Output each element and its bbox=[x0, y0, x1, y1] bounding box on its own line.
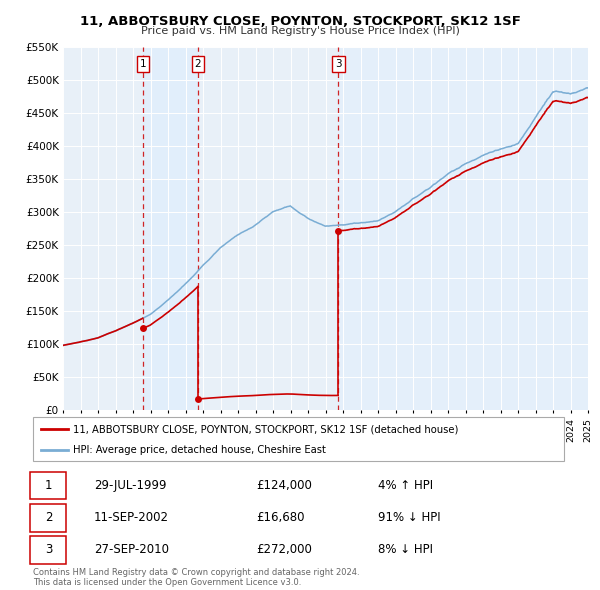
Text: £272,000: £272,000 bbox=[256, 543, 312, 556]
Text: 29-JUL-1999: 29-JUL-1999 bbox=[94, 479, 167, 492]
Text: HPI: Average price, detached house, Cheshire East: HPI: Average price, detached house, Ches… bbox=[73, 445, 326, 455]
Text: £16,680: £16,680 bbox=[256, 512, 305, 525]
Text: Contains HM Land Registry data © Crown copyright and database right 2024.
This d: Contains HM Land Registry data © Crown c… bbox=[33, 568, 359, 587]
Text: 3: 3 bbox=[335, 58, 342, 68]
Text: 11, ABBOTSBURY CLOSE, POYNTON, STOCKPORT, SK12 1SF: 11, ABBOTSBURY CLOSE, POYNTON, STOCKPORT… bbox=[80, 15, 520, 28]
Bar bbox=[143, 47, 198, 410]
Text: £124,000: £124,000 bbox=[256, 479, 312, 492]
Text: Price paid vs. HM Land Registry's House Price Index (HPI): Price paid vs. HM Land Registry's House … bbox=[140, 26, 460, 36]
Text: 27-SEP-2010: 27-SEP-2010 bbox=[94, 543, 169, 556]
Text: 1: 1 bbox=[140, 58, 146, 68]
Text: 91% ↓ HPI: 91% ↓ HPI bbox=[378, 512, 441, 525]
Text: 1: 1 bbox=[44, 479, 52, 492]
FancyBboxPatch shape bbox=[31, 536, 67, 563]
Text: 3: 3 bbox=[45, 543, 52, 556]
FancyBboxPatch shape bbox=[31, 504, 67, 532]
Text: 11, ABBOTSBURY CLOSE, POYNTON, STOCKPORT, SK12 1SF (detached house): 11, ABBOTSBURY CLOSE, POYNTON, STOCKPORT… bbox=[73, 424, 458, 434]
Text: 11-SEP-2002: 11-SEP-2002 bbox=[94, 512, 169, 525]
Text: 2: 2 bbox=[44, 512, 52, 525]
Text: 2: 2 bbox=[194, 58, 201, 68]
Bar bbox=[338, 47, 588, 410]
FancyBboxPatch shape bbox=[31, 472, 67, 499]
Text: 8% ↓ HPI: 8% ↓ HPI bbox=[378, 543, 433, 556]
Text: 4% ↑ HPI: 4% ↑ HPI bbox=[378, 479, 433, 492]
